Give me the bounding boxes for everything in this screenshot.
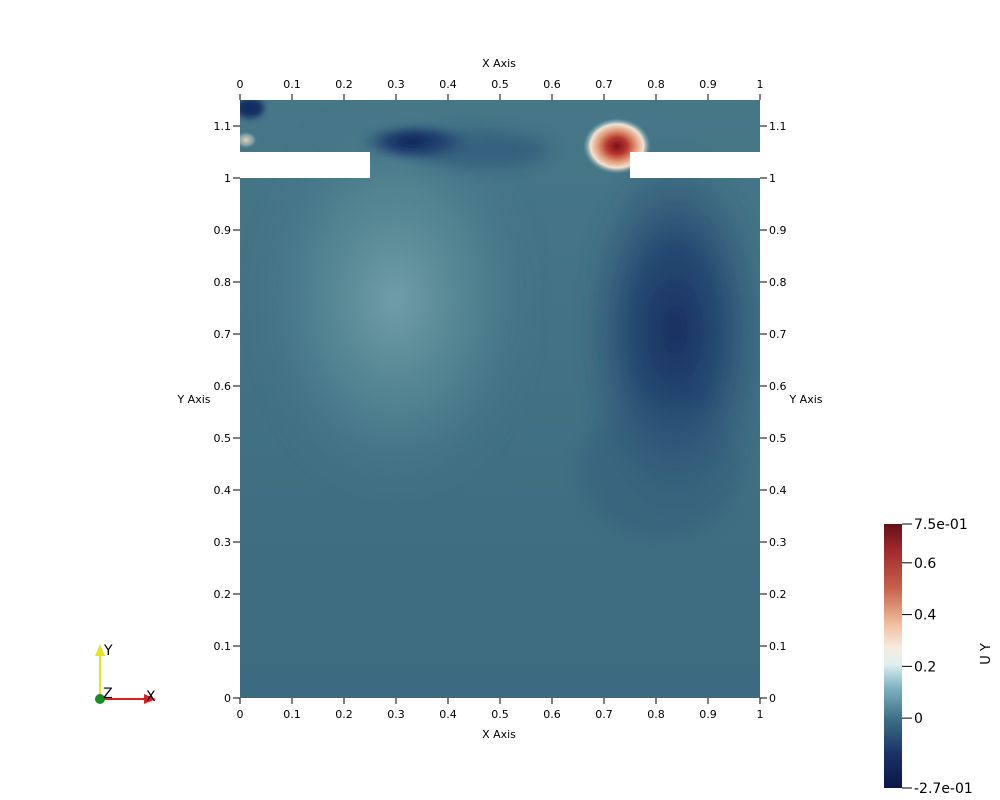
colorbar-tick-label: 0.4 [914, 608, 936, 624]
field-low-top-tail [410, 132, 550, 168]
y-axis-title-right: Y Axis [788, 393, 822, 406]
x-tick-label-bottom: 0.9 [699, 708, 717, 721]
y-tick-label-left: 0.8 [214, 276, 232, 289]
orientation-label-x: X [146, 689, 156, 705]
y-tick-label-left: 0.3 [214, 536, 232, 549]
y-arrow-head [95, 644, 105, 656]
x-tick-label-top: 0.2 [335, 78, 353, 91]
x-tick-label-bottom: 0.7 [595, 708, 613, 721]
field-low-corner [240, 100, 264, 118]
colorbar-tick-label: 0.2 [914, 659, 936, 675]
y-tick-label-left: 0.9 [214, 224, 232, 237]
colorbar-title: U Y [979, 643, 994, 665]
x-tick-label-bottom: 0.3 [387, 708, 405, 721]
y-tick-label-left: 0.7 [214, 328, 232, 341]
colorbar [884, 524, 902, 788]
x-tick-label-top: 0.3 [387, 78, 405, 91]
y-tick-label-left: 0.6 [214, 380, 232, 393]
x-tick-label-bottom: 0.1 [283, 708, 301, 721]
y-tick-label-left: 0.2 [214, 588, 232, 601]
x-axis-title-bottom: X Axis [482, 728, 516, 741]
x-tick-label-bottom: 0.5 [491, 708, 509, 721]
x-tick-label-top: 0.6 [543, 78, 561, 91]
y-tick-label-right: 0.3 [769, 536, 787, 549]
colorbar-tick-label: 7.5e-01 [914, 517, 968, 533]
y-tick-label-right: 1.1 [769, 120, 787, 133]
colorbar-tick-label: -2.7e-01 [914, 781, 973, 797]
velocity-field [240, 100, 760, 698]
x-tick-label-bottom: 0.8 [647, 708, 665, 721]
x-tick-label-bottom: 0.4 [439, 708, 457, 721]
y-tick-label-left: 1.1 [214, 120, 232, 133]
field-high-corner [240, 131, 258, 149]
y-tick-label-right: 0 [769, 692, 776, 705]
orientation-axes[interactable]: Y Z X [95, 643, 156, 705]
x-tick-label-top: 0.7 [595, 78, 613, 91]
x-tick-label-bottom: 0 [237, 708, 244, 721]
y-tick-label-right: 0.1 [769, 640, 787, 653]
y-axis-title-left: Y Axis [176, 393, 210, 406]
field-low-right-tail [580, 400, 740, 540]
y-tick-label-right: 0.2 [769, 588, 787, 601]
x-tick-label-top: 0.8 [647, 78, 665, 91]
x-tick-label-top: 0.9 [699, 78, 717, 91]
x-tick-label-bottom: 1 [757, 708, 764, 721]
y-tick-label-right: 0.8 [769, 276, 787, 289]
z-axis-dot [95, 694, 105, 704]
y-tick-label-right: 0.7 [769, 328, 787, 341]
colorbar-ticks: 7.5e-01 0.6 0.4 0.2 0 -2.7e-01 [902, 517, 973, 797]
colorbar-tick-label: 0.6 [914, 556, 936, 572]
y-tick-label-right: 0.6 [769, 380, 787, 393]
colorbar-tick-label: 0 [914, 711, 923, 727]
x-axis-title-top: X Axis [482, 57, 516, 70]
y-tick-label-right: 0.9 [769, 224, 787, 237]
field-plume [245, 100, 545, 510]
y-tick-label-left: 0 [224, 692, 231, 705]
y-tick-label-left: 0.5 [214, 432, 232, 445]
orientation-label-y: Y [103, 643, 113, 659]
y-tick-label-right: 0.4 [769, 484, 787, 497]
axes-grid: 000.10.10.20.20.30.30.40.40.50.50.60.60.… [214, 78, 787, 721]
x-arrow-head [144, 694, 156, 704]
x-tick-label-top: 1 [757, 78, 764, 91]
x-tick-label-top: 0 [237, 78, 244, 91]
y-tick-label-right: 0.5 [769, 432, 787, 445]
x-tick-label-top: 0.1 [283, 78, 301, 91]
x-tick-label-top: 0.4 [439, 78, 457, 91]
obstacle-2 [630, 152, 760, 178]
obstacle-1 [240, 152, 370, 178]
x-tick-label-bottom: 0.2 [335, 708, 353, 721]
y-tick-label-left: 0.4 [214, 484, 232, 497]
orientation-label-z: Z [103, 686, 113, 702]
y-tick-label-right: 1 [769, 172, 776, 185]
x-tick-label-bottom: 0.6 [543, 708, 561, 721]
y-tick-label-left: 0.1 [214, 640, 232, 653]
obstacles [240, 152, 760, 178]
x-tick-label-top: 0.5 [491, 78, 509, 91]
y-tick-label-left: 1 [224, 172, 231, 185]
